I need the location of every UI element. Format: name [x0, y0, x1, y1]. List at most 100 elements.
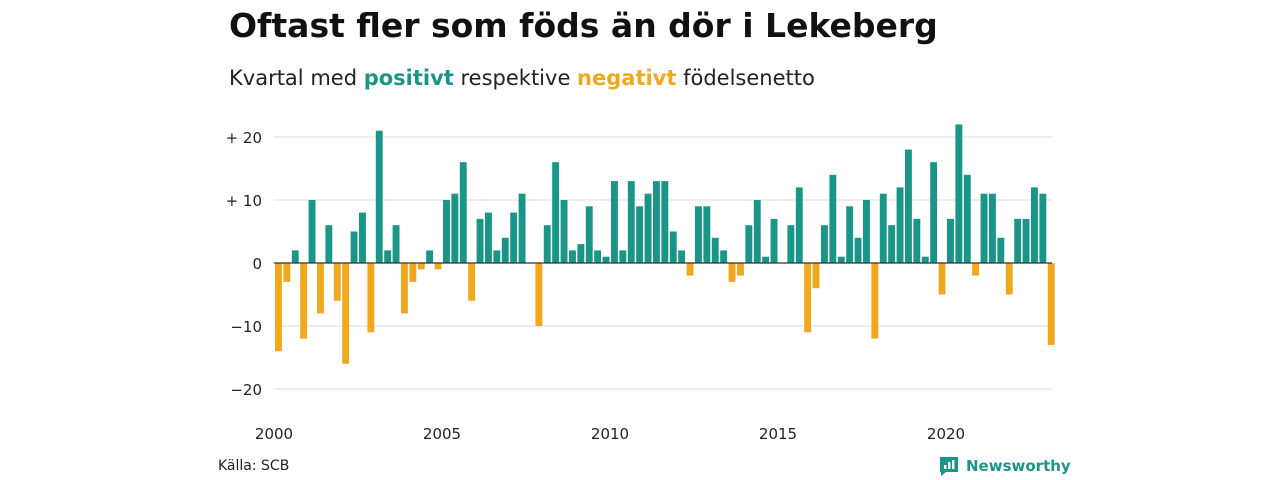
- bar: [837, 256, 845, 263]
- bar: [972, 263, 980, 276]
- bar: [1047, 263, 1055, 345]
- bar: [627, 181, 635, 263]
- bar: [510, 212, 518, 263]
- bar: [560, 200, 568, 263]
- bar: [401, 263, 408, 314]
- bar: [812, 263, 820, 289]
- bar: [569, 250, 576, 263]
- bar: [921, 256, 929, 263]
- y-tick-label: −20: [230, 381, 262, 399]
- bar: [543, 225, 551, 263]
- bar: [384, 250, 392, 263]
- bar: [997, 237, 1005, 263]
- subtitle-suffix: födelsenetto: [676, 66, 815, 90]
- bar: [636, 206, 644, 263]
- bar: [879, 193, 887, 263]
- bar: [703, 206, 711, 263]
- brand-logo: Newsworthy: [938, 455, 1071, 477]
- bar: [350, 231, 358, 263]
- bar: [728, 263, 736, 282]
- y-tick-label: + 20: [226, 129, 262, 147]
- bar: [644, 193, 652, 263]
- subtitle-positive-word: positivt: [363, 66, 454, 90]
- bar: [1014, 218, 1022, 263]
- bars: [275, 124, 1055, 364]
- x-tick-label: 2015: [759, 425, 797, 443]
- bar: [913, 218, 921, 263]
- bar: [678, 250, 686, 263]
- bar: [711, 237, 719, 263]
- bar: [1039, 193, 1047, 263]
- bar: [367, 263, 375, 333]
- bar: [963, 174, 971, 263]
- bar: [804, 263, 812, 333]
- bar: [308, 200, 316, 263]
- bar: [434, 263, 442, 270]
- bar: [770, 218, 778, 263]
- chart-subtitle: Kvartal med positivt respektive negativt…: [229, 66, 815, 90]
- bar: [762, 256, 770, 263]
- bar: [1031, 187, 1038, 263]
- bar: [552, 162, 560, 263]
- bar: [602, 256, 610, 263]
- x-tick-label: 2020: [927, 425, 965, 443]
- bar: [938, 263, 946, 295]
- bar: [653, 181, 660, 263]
- bar: [795, 187, 803, 263]
- bar: [896, 187, 904, 263]
- bar: [955, 124, 963, 264]
- bar: [611, 181, 618, 263]
- bar: [594, 250, 602, 263]
- subtitle-prefix: Kvartal med: [229, 66, 364, 90]
- bar: [745, 225, 753, 263]
- bar: [300, 263, 308, 339]
- bar: [947, 218, 954, 263]
- bar: [409, 263, 417, 282]
- bar: [669, 231, 677, 263]
- bar: [275, 263, 282, 352]
- bar: [485, 212, 492, 263]
- bar: [501, 237, 509, 263]
- y-tick-label: 0: [252, 255, 262, 273]
- bar: [577, 244, 585, 263]
- bar: [686, 263, 694, 276]
- bar: [459, 162, 467, 263]
- chart-title: Oftast fler som föds än dör i Lekeberg: [229, 6, 938, 45]
- bar: [888, 225, 896, 263]
- bar: [333, 263, 341, 301]
- bar: [661, 181, 669, 263]
- bar: [846, 206, 854, 263]
- bar: [443, 200, 450, 263]
- x-tick-label: 2010: [591, 425, 629, 443]
- bar: [1022, 218, 1030, 263]
- bar: [753, 200, 761, 263]
- bar: [585, 206, 593, 263]
- bar: [863, 200, 870, 263]
- x-tick-label: 2005: [423, 425, 461, 443]
- bar: [930, 162, 938, 263]
- bar: [493, 250, 501, 263]
- bar: [417, 263, 425, 270]
- bar: [317, 263, 324, 314]
- bar: [392, 225, 400, 263]
- bar: [720, 250, 728, 263]
- bar: [871, 263, 879, 339]
- axes: + 20 + 10 0 −10 −20 2000 2005 2010 2015 2020: [226, 129, 1052, 443]
- bar: [821, 225, 828, 263]
- bar: [905, 149, 912, 263]
- y-tick-label: −10: [230, 318, 262, 336]
- bar: [476, 218, 484, 263]
- bar: [291, 250, 299, 263]
- bar: [359, 212, 366, 263]
- bar: [283, 263, 291, 282]
- bar: [451, 193, 459, 263]
- bar: [1005, 263, 1013, 295]
- subtitle-negative-word: negativt: [577, 66, 677, 90]
- bar: [426, 250, 434, 263]
- newsworthy-logo-icon: [940, 457, 958, 476]
- bar: [325, 225, 333, 263]
- bar: [829, 174, 837, 263]
- brand-name: Newsworthy: [966, 457, 1071, 475]
- x-tick-label: 2000: [255, 425, 293, 443]
